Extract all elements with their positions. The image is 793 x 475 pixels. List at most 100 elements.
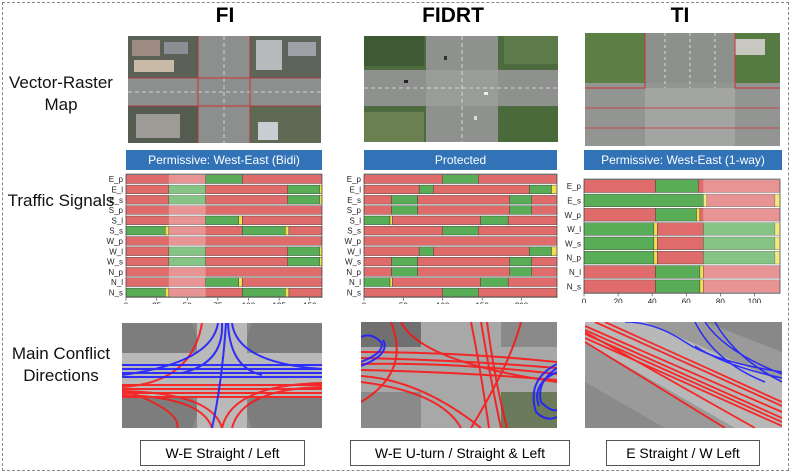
signal-segment — [531, 267, 558, 277]
signal-segment — [442, 287, 479, 297]
x-tick-label: 125 — [272, 302, 286, 304]
signal-segment — [391, 195, 418, 205]
phase-label: E_s — [567, 196, 581, 205]
figure-frame — [2, 2, 789, 471]
signal-segment — [442, 226, 479, 236]
signal-segment — [583, 251, 655, 265]
x-tick-label: 100 — [242, 302, 256, 304]
signal-segment — [478, 174, 558, 184]
signal-segment — [583, 208, 656, 222]
signal-segment — [125, 226, 166, 236]
signal-segment — [480, 215, 509, 225]
signal-segment — [442, 174, 479, 184]
phase-label: N_p — [108, 268, 123, 277]
x-tick-label: 150 — [303, 302, 317, 304]
phase-label: W_p — [107, 237, 124, 246]
row-label-conflicts: Main Conflict Directions — [11, 344, 111, 385]
signal-segment — [478, 287, 558, 297]
signal-segment — [583, 222, 655, 236]
caption-fi: W-E Straight / Left — [140, 440, 305, 466]
highlight-window — [168, 174, 206, 298]
signal-segment — [391, 256, 418, 267]
signal-segment — [363, 256, 392, 267]
signal-segment — [238, 277, 243, 287]
signal-segment — [205, 184, 288, 195]
signal-segment — [125, 256, 170, 267]
phase-label: E_p — [347, 175, 362, 184]
phase-label: W_l — [109, 247, 123, 256]
signal-segment — [287, 184, 320, 195]
signal-segment — [509, 195, 532, 205]
signal-segment — [433, 246, 530, 256]
signal-segment — [391, 205, 418, 215]
signal-segment — [205, 277, 239, 287]
signal-chart-ti: E_p E_s W_p W_l W_s N_p N_l N_s 0 20 40 60 80 100 — [562, 175, 792, 308]
x-tick-label: 80 — [716, 297, 725, 303]
signal-segment — [655, 208, 697, 222]
phase-label: S_s — [109, 227, 123, 236]
x-tick-label: 0 — [362, 302, 367, 304]
signal-segment — [507, 277, 558, 287]
phase-label: S_l — [111, 216, 123, 225]
column-title-fidrt: FIDRT — [422, 4, 484, 27]
signal-segment — [417, 267, 510, 277]
x-tick-label: 0 — [124, 302, 129, 304]
map-fi — [128, 36, 321, 143]
signal-segment — [583, 193, 704, 208]
signal-segment — [242, 287, 286, 297]
signal-segment — [288, 287, 323, 297]
x-tick-label: 150 — [475, 302, 489, 304]
signal-segment — [363, 287, 443, 297]
signal-segment — [433, 184, 530, 195]
signal-segment — [242, 215, 323, 225]
signal-segment — [205, 215, 239, 225]
phase-label: N_l — [349, 278, 361, 287]
signal-segment — [125, 184, 170, 195]
signal-segment — [657, 251, 704, 265]
phase-label: W_l — [567, 225, 581, 234]
signal-segment — [529, 184, 552, 195]
signal-segment — [319, 184, 323, 195]
signal-segment — [125, 246, 170, 256]
signal-segment — [242, 174, 323, 184]
signal-segment — [653, 251, 658, 265]
signal-segment — [287, 246, 320, 256]
signal-segment — [363, 226, 443, 236]
signal-segment — [583, 236, 655, 250]
signal-segment — [285, 287, 290, 297]
conflict-trajectories-fidrt — [361, 322, 557, 428]
signal-segment — [418, 184, 434, 195]
x-tick-label: 200 — [515, 302, 529, 304]
signal-segment — [205, 246, 288, 256]
caption-ti: E Straight / W Left — [606, 440, 760, 466]
signal-segment — [319, 246, 323, 256]
x-tick-label: 50 — [183, 302, 192, 304]
row-label-map: Vector-Raster Map — [9, 73, 113, 114]
phase-label: N_p — [566, 254, 581, 263]
phase-label: N_p — [346, 268, 361, 277]
signal-segment — [653, 236, 658, 250]
phase-label: E_l — [111, 185, 123, 194]
signal-segment — [583, 179, 656, 193]
signal-segment — [363, 246, 420, 256]
signal-segment — [655, 279, 701, 293]
signal-segment — [287, 256, 320, 267]
signal-segment — [417, 256, 510, 267]
signal-segment — [363, 277, 391, 287]
signal-segment — [531, 205, 558, 215]
signal-chart-fi: E_pE_l E_sS_pS_l S_sW_pW_l W_sN_pN_lN_s 0 25 5… — [102, 170, 332, 311]
x-tick-label: 100 — [436, 302, 450, 304]
signal-segment — [418, 246, 434, 256]
signal-segment — [165, 226, 170, 236]
x-tick-label: 75 — [213, 302, 222, 304]
signal-segment — [531, 256, 558, 267]
phase-label: E_p — [109, 175, 124, 184]
map-fidrt — [364, 36, 558, 142]
phase-label: E_l — [349, 185, 361, 194]
signal-chart-fidrt: E_pE_l E_sS_pS_l S_sW_pW_l W_sN_pN_lN_s 0 50 1… — [340, 170, 570, 311]
phase-label: E_s — [347, 196, 361, 205]
phase-label: W_l — [347, 247, 361, 256]
conflict-trajectories-ti — [585, 322, 782, 428]
signal-segment — [363, 174, 443, 184]
phase-label: S_p — [109, 206, 124, 215]
